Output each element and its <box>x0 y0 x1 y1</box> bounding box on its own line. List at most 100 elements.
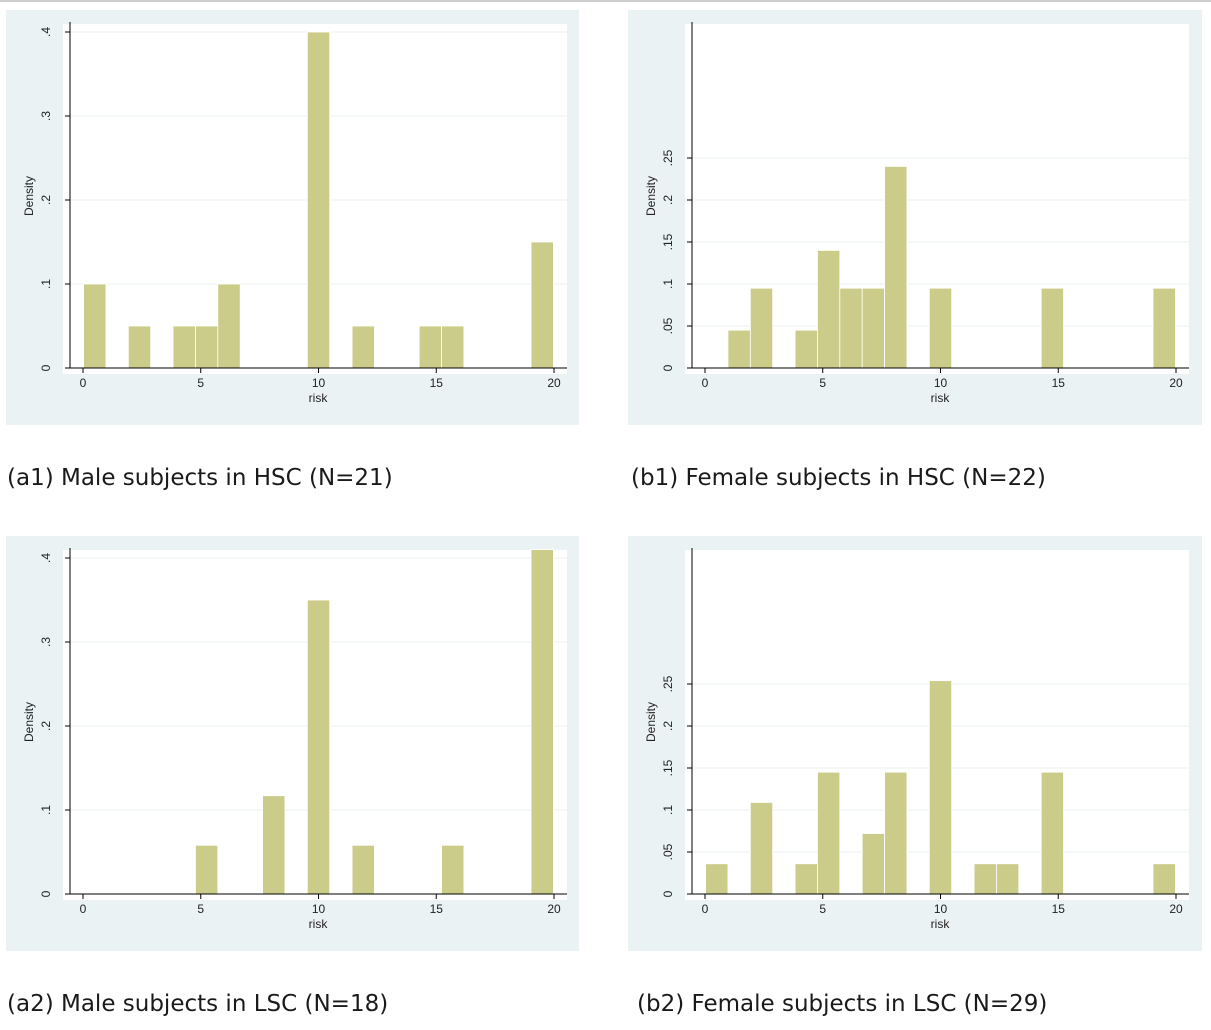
histogram-bar <box>1152 863 1176 895</box>
y-tick-label: .05 <box>661 317 675 334</box>
caption-a2: (a2) Male subjects in LSC (N=18) <box>7 991 389 1017</box>
histogram-bar <box>749 802 774 895</box>
y-tick-label: .1 <box>39 805 53 815</box>
y-axis-title: Density <box>22 702 36 742</box>
top-rule <box>0 0 1211 2</box>
histogram-bar <box>262 795 286 895</box>
x-tick-label: 5 <box>197 376 204 390</box>
y-axis-title: Density <box>22 176 36 216</box>
x-tick-label: 15 <box>1052 376 1066 390</box>
histogram-bar <box>817 249 841 369</box>
x-axis-title: risk <box>309 391 329 405</box>
histogram-bar <box>817 771 841 895</box>
histogram-bar <box>418 325 442 369</box>
histogram-bar <box>217 283 241 369</box>
histogram-panel-b1: 0 .05 .1 .15 .2 .25 0 5 10 15 20 risk Density <box>628 10 1202 425</box>
y-tick-label: .2 <box>661 721 675 731</box>
x-tick-label: 0 <box>80 902 87 916</box>
histogram-bar <box>441 844 465 895</box>
x-tick-label: 0 <box>702 376 709 390</box>
y-axis-title: Density <box>644 176 658 216</box>
y-tick-label: .2 <box>661 195 675 205</box>
x-tick-label: 15 <box>1052 902 1066 916</box>
histogram-bar <box>928 287 953 369</box>
x-tick-label: 5 <box>197 902 204 916</box>
y-tick-label: .1 <box>39 279 53 289</box>
histogram-bar <box>996 863 1020 895</box>
x-axis-title: risk <box>931 391 951 405</box>
x-tick-label: 10 <box>934 902 948 916</box>
y-tick-label: .3 <box>39 637 53 647</box>
y-tick-label: 0 <box>39 364 53 371</box>
histogram-bar <box>530 549 554 895</box>
histogram-bar <box>351 325 375 369</box>
histogram-bar <box>861 287 885 369</box>
histogram-bar <box>351 844 375 895</box>
histogram-panel-b2: 0 .05 .1 .15 .2 .25 0 5 10 15 20 risk Density <box>628 536 1202 951</box>
x-tick-label: 20 <box>547 902 561 916</box>
histogram-bar <box>441 325 465 369</box>
y-tick-label: 0 <box>39 890 53 897</box>
histogram-bar <box>1152 287 1176 369</box>
histogram-a2: 0 .1 .2 .3 .4 0 5 10 15 20 risk Density <box>22 548 567 931</box>
y-tick-label: .25 <box>661 149 675 166</box>
caption-a1: (a1) Male subjects in HSC (N=21) <box>7 465 393 491</box>
histogram-bar <box>530 241 554 369</box>
histogram-bar <box>195 844 219 895</box>
y-tick-label: .1 <box>661 805 675 815</box>
x-tick-label: 5 <box>819 902 826 916</box>
histogram-bar <box>973 863 997 895</box>
histogram-bar <box>794 329 818 369</box>
histogram-bar <box>306 599 331 895</box>
y-tick-label: .2 <box>39 195 53 205</box>
histogram-bar <box>884 165 908 369</box>
x-tick-label: 15 <box>430 376 444 390</box>
y-tick-label: 0 <box>661 364 675 371</box>
y-tick-label: .15 <box>661 233 675 250</box>
y-tick-label: .25 <box>661 675 675 692</box>
x-tick-label: 5 <box>819 376 826 390</box>
histogram-bar <box>794 863 818 895</box>
caption-b1: (b1) Female subjects in HSC (N=22) <box>631 465 1046 491</box>
y-tick-label: .3 <box>39 111 53 121</box>
x-axis-title: risk <box>309 917 329 931</box>
histogram-b1: 0 .05 .1 .15 .2 .25 0 5 10 15 20 risk Density <box>644 22 1189 405</box>
x-tick-label: 10 <box>934 376 948 390</box>
histogram-bar <box>884 771 908 895</box>
histogram-bar <box>172 325 196 369</box>
histogram-bar <box>195 325 219 369</box>
histogram-bar <box>861 833 885 895</box>
histogram-bar <box>839 287 863 369</box>
x-tick-label: 20 <box>547 376 561 390</box>
histogram-bar <box>1040 771 1064 895</box>
y-tick-label: .4 <box>39 27 53 37</box>
histogram-bar <box>727 329 751 369</box>
x-tick-label: 15 <box>430 902 444 916</box>
histogram-panel-a1: 0 .1 .2 .3 .4 0 5 10 15 20 risk Density <box>6 10 579 425</box>
histogram-bar <box>705 863 729 895</box>
x-tick-label: 10 <box>312 902 326 916</box>
histogram-bar <box>127 325 152 369</box>
histogram-bar <box>928 680 953 895</box>
y-tick-label: .15 <box>661 759 675 776</box>
histogram-panel-a2: 0 .1 .2 .3 .4 0 5 10 15 20 risk Density <box>6 536 579 951</box>
x-tick-label: 20 <box>1169 902 1183 916</box>
histogram-bar <box>83 283 107 369</box>
histogram-bar <box>306 31 331 369</box>
x-axis-title: risk <box>931 917 951 931</box>
x-tick-label: 20 <box>1169 376 1183 390</box>
y-axis-title: Density <box>644 702 658 742</box>
y-tick-label: .4 <box>39 553 53 563</box>
x-tick-label: 0 <box>80 376 87 390</box>
y-tick-label: 0 <box>661 890 675 897</box>
histogram-b2: 0 .05 .1 .15 .2 .25 0 5 10 15 20 risk Density <box>644 548 1189 931</box>
histogram-a1: 0 .1 .2 .3 .4 0 5 10 15 20 risk Density <box>22 22 567 405</box>
caption-b2: (b2) Female subjects in LSC (N=29) <box>637 991 1048 1017</box>
x-tick-label: 10 <box>312 376 326 390</box>
y-tick-label: .05 <box>661 843 675 860</box>
y-tick-label: .1 <box>661 279 675 289</box>
y-tick-label: .2 <box>39 721 53 731</box>
histogram-bar <box>749 287 774 369</box>
x-tick-label: 0 <box>702 902 709 916</box>
histogram-bar <box>1040 287 1064 369</box>
